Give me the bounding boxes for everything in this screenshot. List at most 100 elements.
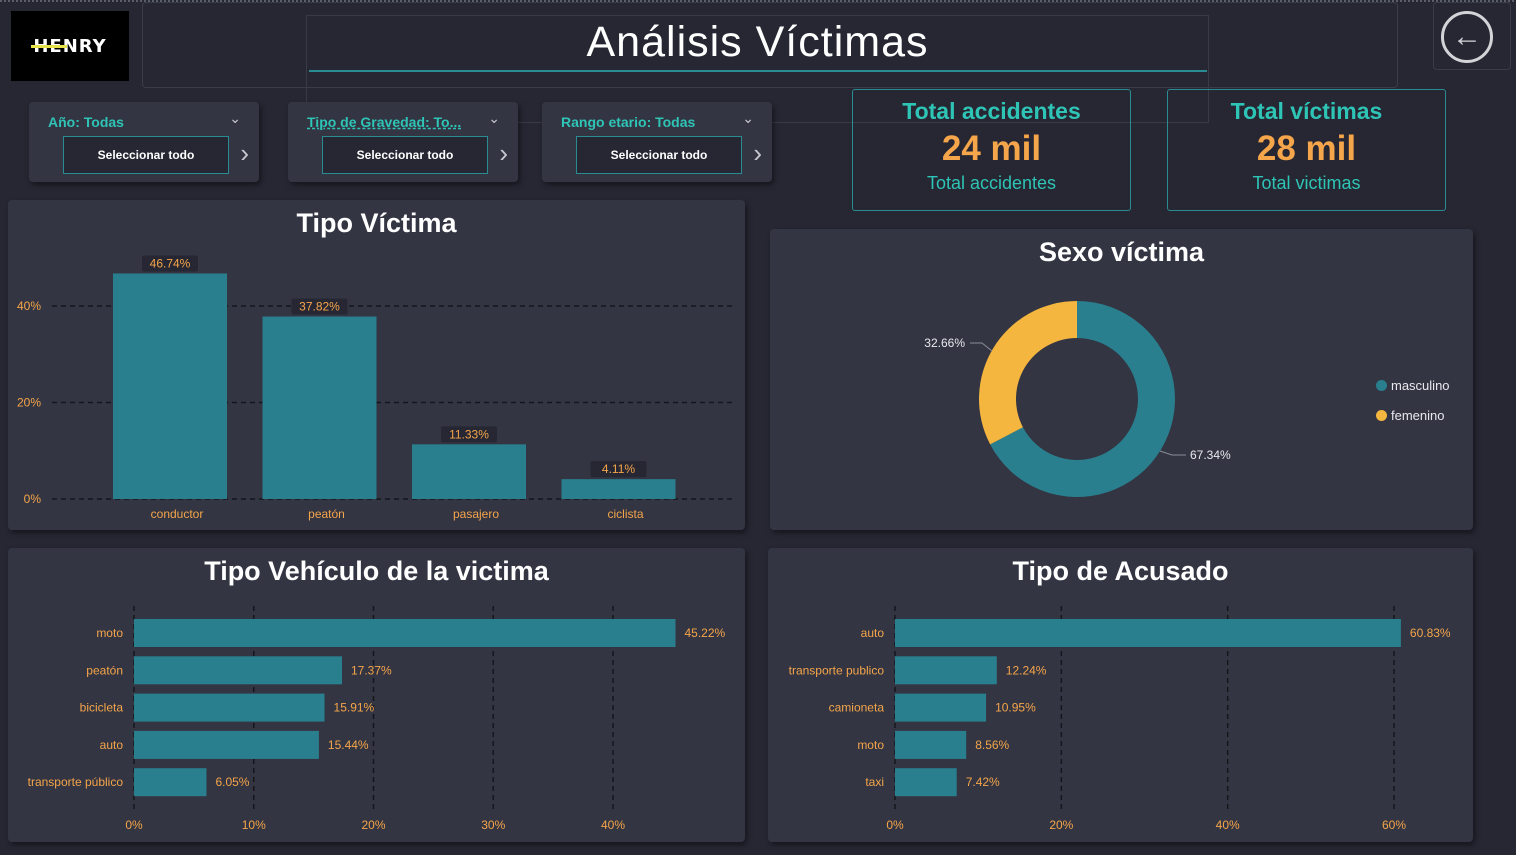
bar (895, 656, 997, 685)
bar (412, 444, 526, 499)
chart-title: Tipo Víctima (296, 208, 457, 238)
chart-title: Sexo víctima (1038, 237, 1205, 267)
y-tick-label: 40% (17, 299, 41, 313)
chart-tipo-victima: 0% 20% 40% 46.74% conductor 37.82% peatón 11.33… (17, 255, 736, 521)
bar (134, 619, 676, 647)
top-border (0, 0, 1516, 2)
data-label: 6.05% (215, 775, 249, 789)
y-category-label: bicicleta (80, 701, 124, 715)
title-underline (309, 70, 1207, 72)
header-frame (142, 2, 1398, 88)
data-label-bg (590, 461, 647, 478)
kpi-value: 28 mil (1256, 129, 1357, 168)
data-label: 11.33% (449, 427, 489, 441)
chevron-right-icon[interactable]: › (499, 138, 508, 168)
y-category-label: moto (96, 626, 123, 640)
x-category-label: conductor (151, 507, 204, 521)
page-title: Análisis Víctimas (586, 18, 929, 66)
henry-logo: HENRY (11, 11, 129, 81)
select-all-button[interactable]: Seleccionar todo (322, 136, 488, 174)
data-label: 37.82% (299, 300, 340, 314)
chart-title: Tipo de Acusado (1012, 556, 1229, 586)
kpi-total-victimas: Total víctimas 28 mil Total victimas (1167, 89, 1446, 211)
y-category-label: transporte publico (789, 663, 885, 677)
chevron-down-icon[interactable]: ⌄ (742, 110, 754, 126)
x-tick-label: 20% (1049, 818, 1073, 832)
x-category-label: peatón (308, 507, 345, 521)
chart-title: Tipo Vehículo de la victima (204, 556, 549, 586)
legend-masculino[interactable]: masculino (1376, 378, 1450, 393)
data-label: 4.11% (602, 462, 635, 476)
x-tick-label: 60% (1382, 818, 1406, 832)
data-label: 60.83% (1410, 626, 1451, 640)
select-all-button[interactable]: Seleccionar todo (576, 136, 742, 174)
data-label: 17.37% (351, 663, 392, 677)
select-all-button[interactable]: Seleccionar todo (63, 136, 229, 174)
panel-sexo-victima: Sexo víctima 67.34% 32.66% masculino feme… (770, 229, 1473, 530)
filter-gravedad[interactable]: Tipo de Gravedad: To... ⌄ Seleccionar to… (288, 102, 518, 182)
legend-femenino[interactable]: femenino (1376, 408, 1444, 423)
legend-label: masculino (1391, 378, 1450, 393)
y-category-label: moto (857, 738, 884, 752)
y-tick-label: 0% (24, 492, 42, 506)
kpi-title: Total víctimas (1230, 98, 1383, 124)
filter-rango-etario[interactable]: Rango etario: Todas ⌄ Seleccionar todo › (542, 102, 772, 182)
chart-sexo-victima: 67.34% 32.66% (924, 301, 1231, 498)
x-tick-label: 20% (361, 818, 385, 832)
kpi-label: Total accidentes (926, 173, 1057, 193)
kpi-title: Total accidentes (902, 98, 1081, 124)
data-label-bg (142, 255, 198, 272)
chart-tipo-vehiculo: 0% 10% 20% 30% 40% moto 45.22% peatón 17.37% bici… (28, 606, 726, 832)
data-label: 15.91% (334, 701, 375, 715)
bar (134, 656, 343, 685)
x-tick-label: 40% (1216, 818, 1240, 832)
bar (262, 316, 377, 499)
filter-rango-label: Rango etario: Todas (561, 114, 696, 130)
data-label: 8.56% (975, 738, 1009, 752)
x-category-label: ciclista (607, 507, 643, 521)
data-label: 10.95% (995, 701, 1036, 715)
y-category-label: auto (100, 738, 124, 752)
bar (134, 730, 319, 759)
data-label-bg (441, 426, 497, 443)
chevron-right-icon[interactable]: › (240, 138, 249, 168)
y-category-label: camioneta (829, 701, 885, 715)
bar (134, 693, 325, 722)
legend-dot (1376, 380, 1387, 391)
bar (113, 273, 227, 499)
chevron-right-icon[interactable]: › (753, 138, 762, 168)
chevron-down-icon[interactable]: ⌄ (229, 110, 241, 126)
data-label: 7.42% (966, 775, 1000, 789)
bar (134, 768, 207, 797)
x-tick-label: 0% (125, 818, 143, 832)
bar (895, 619, 1401, 647)
data-label: 46.74% (150, 256, 191, 270)
panel-tipo-acusado: Tipo de Acusado 0% 20% 40% 60% auto 60.83% tra… (768, 548, 1473, 842)
panel-tipo-vehiculo: Tipo Vehículo de la victima 0% 10% 20% 30% 4… (8, 548, 745, 842)
slice-label: 32.66% (924, 336, 965, 350)
filter-gravedad-label: Tipo de Gravedad: To... (307, 114, 462, 130)
kpi-label: Total victimas (1252, 173, 1361, 193)
data-label: 12.24% (1006, 663, 1047, 677)
y-category-label: auto (861, 626, 885, 640)
back-arrow-icon[interactable]: ← (1441, 11, 1493, 63)
x-tick-label: 40% (601, 818, 625, 832)
y-category-label: taxi (865, 775, 884, 789)
x-category-label: pasajero (453, 507, 499, 521)
donut-slice (979, 301, 1077, 445)
donut-slice (990, 301, 1175, 498)
chevron-down-icon[interactable]: ⌄ (488, 110, 500, 126)
back-frame (1433, 2, 1511, 70)
bar (895, 730, 967, 759)
filter-anio[interactable]: Año: Todas ⌄ Seleccionar todo › (29, 102, 259, 182)
x-tick-label: 0% (886, 818, 904, 832)
data-label: 15.44% (328, 738, 369, 752)
kpi-value: 24 mil (941, 129, 1042, 168)
legend-label: femenino (1391, 408, 1445, 423)
y-category-label: peatón (86, 663, 123, 677)
panel-tipo-victima: Tipo Víctima 0% 20% 40% 46.74% conductor 37.8… (8, 200, 745, 530)
leader-line (970, 342, 993, 352)
x-tick-label: 10% (242, 818, 266, 832)
bar (895, 693, 987, 722)
x-tick-label: 30% (481, 818, 505, 832)
